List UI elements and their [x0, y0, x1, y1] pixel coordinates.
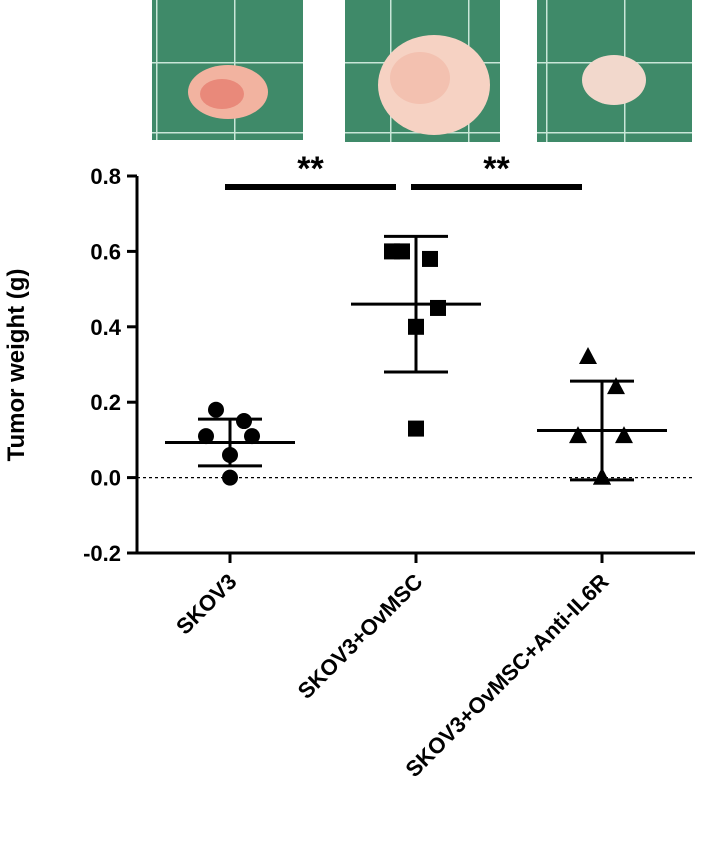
x-tick-label: SKOV3 — [171, 569, 241, 639]
point — [222, 446, 238, 463]
y-tick-label: 0.8 — [90, 164, 121, 189]
y-tick-label: 0.6 — [90, 239, 121, 264]
point — [384, 243, 400, 260]
y-tick-label: 0.4 — [90, 315, 121, 340]
point — [593, 467, 611, 485]
y-axis-label: Tumor weight (g) — [3, 269, 30, 462]
point — [236, 413, 252, 430]
y-tick-label: -0.2 — [83, 541, 121, 566]
point — [422, 250, 438, 267]
point — [569, 426, 587, 444]
point — [198, 428, 214, 445]
significance-label: ** — [483, 150, 510, 188]
point — [607, 377, 625, 395]
x-tick-label: SKOV3+OvMSC+Anti-IL6R — [400, 569, 613, 782]
point — [244, 428, 260, 445]
point — [408, 318, 424, 335]
point — [430, 299, 446, 316]
y-tick-label: 0.2 — [90, 390, 121, 415]
point — [222, 469, 238, 486]
point — [408, 420, 424, 437]
x-tick-label: SKOV3+OvMSC — [293, 569, 428, 704]
point — [579, 346, 597, 364]
significance-label: ** — [297, 150, 324, 188]
point — [615, 426, 633, 444]
tumor-photos — [152, 0, 692, 142]
point — [208, 401, 224, 418]
y-tick-label: 0.0 — [90, 466, 121, 491]
